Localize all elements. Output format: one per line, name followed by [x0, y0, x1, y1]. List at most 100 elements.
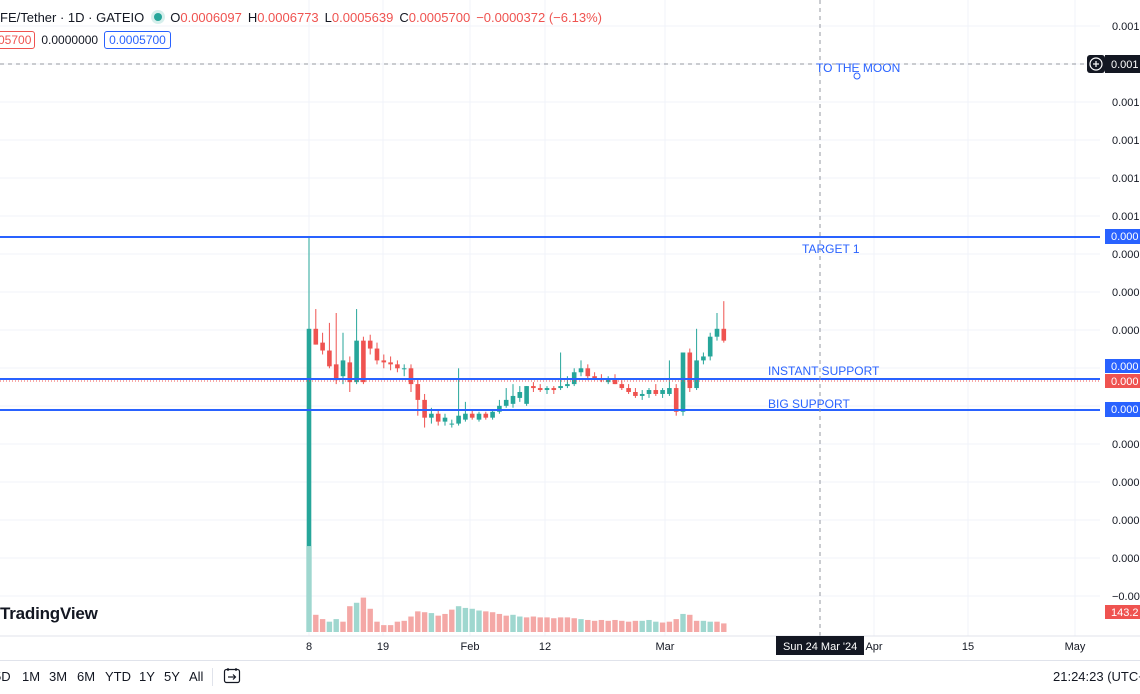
volume-bar: [714, 621, 720, 632]
price-tick-label: 0.001: [1112, 21, 1140, 33]
timeframe-3m[interactable]: 3M: [49, 669, 68, 684]
volume-bar: [381, 625, 387, 632]
time-axis[interactable]: 8 19 Feb 12 Mar Apr 15 May: [306, 641, 1086, 653]
candle-body: [626, 388, 631, 392]
price-tick-label: 0.000: [1112, 287, 1140, 299]
change-value: −0.0000372 (−6.13%): [476, 9, 602, 25]
timeframe-5y[interactable]: 5Y: [164, 669, 180, 684]
volume-bar: [557, 617, 564, 632]
high-label: H: [247, 9, 258, 25]
price-tick-label: −0.00: [1112, 591, 1140, 603]
instant-price-label: 0.000: [1111, 361, 1139, 373]
volume-bar: [619, 620, 625, 632]
volume-bar: [476, 610, 482, 632]
candle-body: [653, 390, 659, 394]
candle-body: [701, 356, 706, 361]
volume-bar: [326, 621, 333, 632]
volume-bar: [449, 609, 455, 632]
instant-support-annotation[interactable]: INSTANT SUPPORT: [768, 364, 880, 378]
candle-body: [340, 360, 346, 377]
volume-bar: [707, 621, 713, 632]
candle-body: [320, 342, 325, 351]
crosshair-price-plus-icon[interactable]: [1087, 55, 1105, 73]
big-support-annotation[interactable]: BIG SUPPORT: [768, 397, 850, 411]
volume-bar: [428, 613, 435, 632]
time-tick-label: 19: [377, 641, 389, 653]
volume-bar: [564, 617, 571, 632]
chart-canvas[interactable]: TO THE MOON TARGET 1 INSTANT SUPPORT BIG…: [0, 0, 1140, 660]
price-tick-label: 0.000: [1112, 477, 1140, 489]
volume-bar: [612, 619, 618, 632]
timeframe-ytd[interactable]: YTD: [105, 669, 131, 684]
candle-body: [490, 411, 495, 418]
candle-body: [619, 384, 625, 389]
candle-body: [687, 352, 693, 389]
candle-body: [313, 328, 319, 345]
candle-body: [442, 417, 448, 422]
price-tick-label: 0.001: [1112, 173, 1140, 185]
buy-price-button[interactable]: 0.0005700: [104, 30, 171, 49]
candle-body: [388, 362, 393, 365]
candle-body: [333, 364, 339, 381]
moon-annotation[interactable]: TO THE MOON: [816, 61, 900, 75]
trade-buttons[interactable]: 05700 0.0000000 0.0005700: [0, 30, 171, 49]
volume-bar: [333, 619, 339, 632]
big-support-price-box: [1105, 402, 1140, 417]
candle-body: [354, 340, 359, 383]
volume-bar: [666, 621, 673, 632]
candle-body: [463, 413, 468, 420]
timeframe-6m[interactable]: 6M: [77, 669, 96, 684]
candle-body: [558, 386, 563, 389]
candle-body: [476, 413, 482, 420]
candle-body: [585, 368, 591, 377]
volume-bar: [415, 611, 421, 632]
candle-body: [721, 328, 727, 341]
volume-bar: [721, 623, 727, 632]
target-price-label: 0.000: [1111, 231, 1139, 243]
volume-bar: [435, 615, 441, 632]
moon-marker[interactable]: [853, 72, 861, 80]
volume-bar: [496, 613, 503, 632]
tradingview-logo[interactable]: TradingView: [0, 604, 98, 623]
candle-body: [327, 350, 332, 367]
sell-price-button[interactable]: 05700: [0, 30, 36, 49]
timeframe-5d[interactable]: 5D: [0, 669, 11, 684]
price-tick-label: 0.001: [1112, 135, 1140, 147]
last-price-box: [1105, 374, 1140, 388]
price-scale[interactable]: 0.001 0.001 0.001 0.001 0.001 0.001 0.000 0.000…: [1112, 21, 1140, 603]
candle-body: [361, 340, 366, 383]
candle-body: [456, 415, 461, 424]
timeframe-1y[interactable]: 1Y: [139, 669, 155, 684]
candle-body: [633, 392, 638, 396]
candle-body: [578, 368, 584, 373]
low-value: 0.0005639: [331, 9, 394, 25]
candle-body: [497, 405, 502, 412]
timeframe-all[interactable]: All: [189, 669, 204, 684]
market-status-icon[interactable]: [154, 13, 163, 21]
volume-bar: [598, 619, 605, 632]
volume-bar: [401, 620, 407, 632]
volume-bar: [646, 619, 652, 632]
time-tick-label: Mar: [656, 641, 675, 653]
price-tick-label: 0.001: [1112, 211, 1140, 223]
volume-bar: [523, 617, 530, 632]
price-tick-label: 0.000: [1112, 249, 1140, 261]
candle-body: [639, 393, 645, 396]
volume-bar: [503, 615, 509, 632]
time-tick-label: Apr: [865, 641, 882, 653]
clock-timezone[interactable]: 21:24:23 (UTC+: [1053, 669, 1140, 684]
symbol-legend[interactable]: FE/Tether · 1D · GATEIO O 0.0006097 H 0.00…: [0, 8, 602, 26]
candle-body: [306, 328, 312, 547]
volume-bar: [591, 620, 598, 632]
candle-body: [592, 376, 597, 379]
symbol-title[interactable]: FE/Tether · 1D · GATEIO: [0, 9, 145, 25]
candle-body: [401, 368, 407, 370]
volume-bar: [544, 617, 550, 632]
candle-body: [367, 340, 373, 349]
target-annotation[interactable]: TARGET 1: [802, 242, 860, 256]
timeframe-1m[interactable]: 1M: [22, 669, 41, 684]
candle-body: [395, 364, 400, 369]
last-price-label: 0.000: [1111, 376, 1139, 388]
go-to-date-icon[interactable]: [222, 666, 242, 686]
